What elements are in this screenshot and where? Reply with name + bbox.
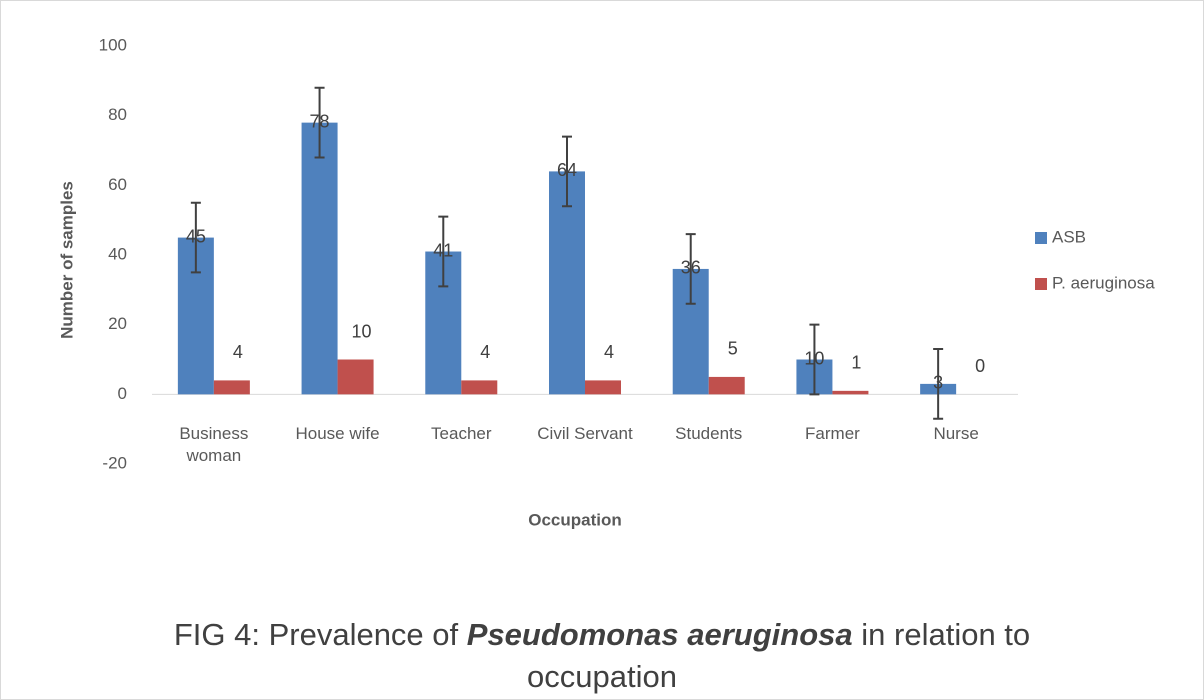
error-bar (438, 215, 449, 288)
bar (461, 380, 498, 395)
bar (337, 359, 374, 395)
legend-label: P. aeruginosa (1052, 273, 1155, 292)
data-label: 41 (433, 240, 453, 260)
data-label: 4 (480, 342, 490, 362)
bar (549, 171, 585, 395)
data-label: 5 (728, 339, 738, 359)
x-tick-label: House wife (295, 424, 380, 444)
y-tick-label: 100 (99, 35, 127, 54)
x-tick-label: Students (675, 424, 743, 444)
y-tick-label: 80 (108, 105, 127, 124)
y-tick-label: 60 (108, 175, 127, 194)
error-bar (562, 135, 572, 208)
caption-text: FIG 4: Prevalence of (173, 617, 467, 652)
x-tick-label: Farmer (805, 424, 860, 444)
data-label: 1 (851, 353, 861, 373)
y-tick-label: 0 (118, 384, 127, 403)
bar (585, 380, 621, 395)
error-bar (685, 233, 696, 305)
error-bar (190, 201, 201, 274)
y-tick-label: -20 (102, 453, 127, 472)
x-tick-label: Business woman (179, 424, 249, 466)
data-label: 64 (557, 160, 577, 180)
legend-swatch (1035, 232, 1047, 244)
x-tick-label: Civil Servant (537, 424, 633, 444)
caption-species: Pseudomonas aeruginosa (466, 617, 853, 652)
data-label: 4 (604, 342, 614, 362)
y-axis-title: Number of samples (57, 181, 76, 339)
data-label: 78 (310, 111, 330, 131)
caption-text: in relation to occupation (527, 617, 1031, 694)
legend-swatch (1035, 278, 1047, 290)
bar (213, 380, 250, 395)
data-label: 10 (804, 348, 824, 368)
x-axis-title: Occupation (528, 510, 622, 529)
y-tick-label: 20 (108, 314, 127, 333)
error-bar (933, 348, 944, 420)
error-bar (809, 323, 820, 396)
data-label: 45 (186, 226, 206, 246)
data-label: 36 (681, 258, 701, 278)
data-label: 0 (975, 356, 985, 376)
bar (301, 122, 338, 395)
data-label: 3 (933, 373, 943, 393)
x-tick-label: Nurse (933, 424, 979, 444)
bar (832, 390, 869, 395)
caption: FIG 4: Prevalence of Pseudomonas aerugin… (100, 614, 1104, 698)
data-label: 4 (233, 342, 243, 362)
data-label: 10 (352, 321, 372, 341)
y-tick-label: 40 (108, 244, 127, 263)
x-tick-label: Teacher (431, 424, 492, 444)
error-bar (314, 86, 325, 159)
legend-label: ASB (1052, 227, 1086, 246)
bar (708, 376, 745, 395)
